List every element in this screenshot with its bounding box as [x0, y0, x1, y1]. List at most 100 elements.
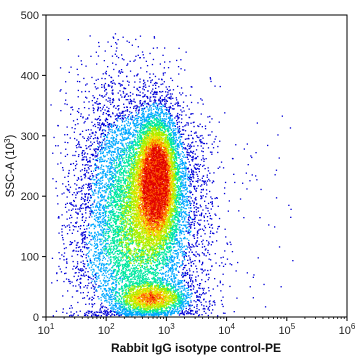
event-dot [131, 213, 133, 215]
event-dot [161, 112, 163, 114]
event-dot [114, 270, 116, 272]
event-dot [148, 248, 150, 250]
event-dot [153, 108, 155, 110]
event-dot [156, 124, 158, 126]
event-dot [156, 135, 158, 137]
event-dot [154, 96, 157, 98]
event-dot [174, 204, 176, 206]
event-dot [171, 141, 173, 144]
event-dot [146, 125, 148, 127]
event-dot [146, 237, 148, 239]
event-dot [148, 225, 150, 227]
event-dot [159, 226, 161, 228]
event-dot [184, 200, 186, 202]
event-dot [146, 106, 148, 108]
event-dot [141, 191, 144, 193]
event-dot [143, 133, 145, 136]
event-dot [168, 146, 171, 148]
event-dot [168, 106, 170, 108]
event-dot [152, 146, 154, 148]
event-dot [147, 223, 149, 225]
event-dot [154, 130, 156, 132]
event-dot [156, 198, 159, 200]
event-dot [144, 124, 146, 127]
event-dot [181, 246, 184, 249]
event-dot [158, 222, 160, 225]
event-dot [185, 166, 187, 169]
event-dot [172, 180, 174, 182]
event-dot [160, 266, 162, 269]
event-dot [145, 143, 148, 145]
event-dot [139, 144, 142, 147]
event-dot [157, 129, 160, 131]
event-dot [169, 177, 171, 179]
event-dot [174, 122, 176, 124]
event-dot [137, 147, 139, 150]
event-dot [172, 125, 174, 127]
event-dot [144, 84, 147, 86]
event-dot [166, 216, 168, 218]
event-dot [187, 200, 189, 203]
event-dot [157, 117, 159, 119]
event-dot [137, 209, 140, 211]
event-dot [172, 172, 174, 174]
event-dot [152, 163, 154, 165]
event-dot [167, 201, 169, 203]
event-dot [179, 237, 181, 239]
event-dot [159, 161, 161, 163]
event-dot [130, 152, 132, 154]
event-dot [163, 131, 165, 134]
event-dot [154, 244, 156, 246]
event-dot [170, 249, 172, 251]
event-dot [167, 158, 169, 160]
event-dot [144, 103, 146, 105]
event-dot [159, 233, 161, 236]
event-dot [163, 114, 165, 116]
event-dot [150, 109, 153, 111]
event-dot [158, 131, 160, 133]
event-dot [151, 136, 153, 138]
event-dot [171, 233, 173, 235]
event-dot [150, 155, 153, 157]
event-dot [179, 234, 181, 236]
event-dot [173, 165, 175, 168]
event-dot [165, 207, 167, 209]
event-dot [148, 150, 150, 152]
event-dot [150, 132, 152, 135]
event-dot [168, 116, 170, 118]
event-dot [158, 153, 160, 155]
event-dot [188, 207, 190, 209]
event-dot [154, 105, 156, 108]
event-dot [171, 194, 173, 196]
event-dot [160, 239, 163, 241]
event-dot [149, 149, 151, 152]
event-dot [132, 176, 134, 178]
event-dot [161, 181, 163, 183]
event-dot [172, 89, 175, 91]
event-dot [169, 134, 171, 136]
event-dot [150, 244, 152, 246]
event-dot [144, 161, 146, 163]
event-dot [156, 107, 159, 109]
event-dot [155, 162, 157, 164]
event-dot [142, 118, 144, 121]
event-dot [160, 229, 162, 231]
event-dot [154, 252, 156, 254]
event-dot [145, 227, 147, 229]
event-dot [141, 177, 144, 179]
event-dot [153, 143, 155, 145]
event-dot [162, 216, 165, 218]
density-dots [50, 33, 294, 317]
event-dot [166, 155, 168, 157]
event-dot [178, 125, 181, 128]
event-dot [153, 229, 155, 231]
event-dot [179, 161, 181, 163]
event-dot [142, 123, 144, 126]
event-dot [154, 146, 157, 148]
event-dot [174, 145, 177, 147]
event-dot [152, 73, 155, 75]
event-dot [184, 164, 186, 166]
event-dot [136, 236, 138, 239]
event-dot [154, 91, 157, 94]
event-dot [135, 112, 137, 114]
